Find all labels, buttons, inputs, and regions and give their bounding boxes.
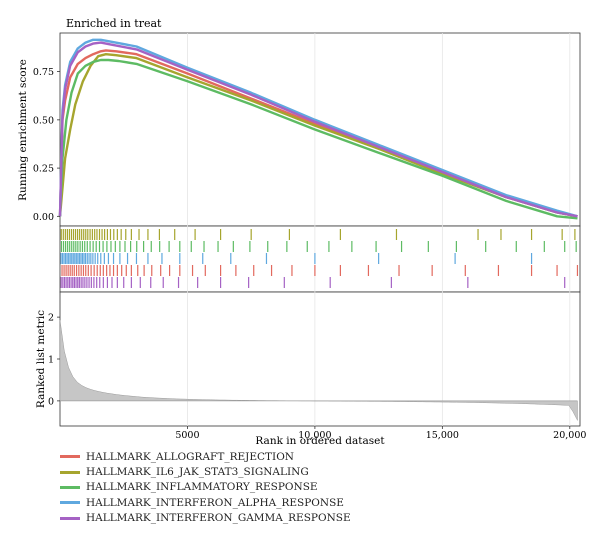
hits-panel [59,225,581,293]
series-line [58,41,578,218]
ranked-metric-area [59,320,578,421]
legend-label: HALLMARK_ALLOGRAFT_REJECTION [86,450,294,463]
series-line [58,58,578,220]
top-y-axis-label: Running enrichment score [17,59,29,201]
bottom-panel [59,291,581,427]
bottom-y-tick-label: 0 [48,396,54,407]
legend-item: HALLMARK_INTERFERON_GAMMA_RESPONSE [60,511,351,526]
legend-label: HALLMARK_INTERFERON_ALPHA_RESPONSE [86,496,344,509]
legend-label: HALLMARK_INFLAMMATORY_RESPONSE [86,481,318,494]
legend-label: HALLMARK_INTERFERON_GAMMA_RESPONSE [86,512,351,525]
legend-item: HALLMARK_ALLOGRAFT_REJECTION [60,449,351,464]
top-y-tick-label: 0.25 [33,164,54,175]
bottom-y-axis-label: Ranked list metric [35,310,47,408]
legend: HALLMARK_ALLOGRAFT_REJECTION HALLMARK_IL6… [60,449,351,526]
hit-markers [60,229,579,288]
legend-swatch [60,470,80,474]
series-line [58,53,578,218]
x-tick-label: 5000 [175,430,199,441]
legend-item: HALLMARK_INFLAMMATORY_RESPONSE [60,480,351,495]
legend-label: HALLMARK_IL6_JAK_STAT3_SIGNALING [86,466,309,479]
x-tick-label: 10,000 [298,430,331,441]
top-y-tick-label: 0.75 [33,67,54,78]
x-tick-label: 15,000 [426,430,459,441]
chart-title: Enriched in treat [66,17,162,30]
legend-swatch [60,455,80,459]
legend-item: HALLMARK_INTERFERON_ALPHA_RESPONSE [60,495,351,510]
legend-swatch [60,501,80,505]
enrichment-lines [58,38,578,220]
top-panel [59,32,581,227]
top-y-tick-label: 0.50 [33,115,54,126]
x-tick-label: 20,000 [553,430,586,441]
top-y-tick-label: 0.00 [33,212,54,223]
x-axis-label: Rank in ordered dataset [255,435,385,447]
bottom-y-tick-label: 1 [48,355,54,366]
legend-swatch [60,516,80,520]
legend-item: HALLMARK_IL6_JAK_STAT3_SIGNALING [60,464,351,479]
legend-swatch [60,485,80,489]
bottom-y-tick-label: 2 [48,313,54,324]
axis-ticks: 5000 10,000 15,000 20,000 0.00 0.25 0.50 0.75 0 1… [33,67,587,441]
